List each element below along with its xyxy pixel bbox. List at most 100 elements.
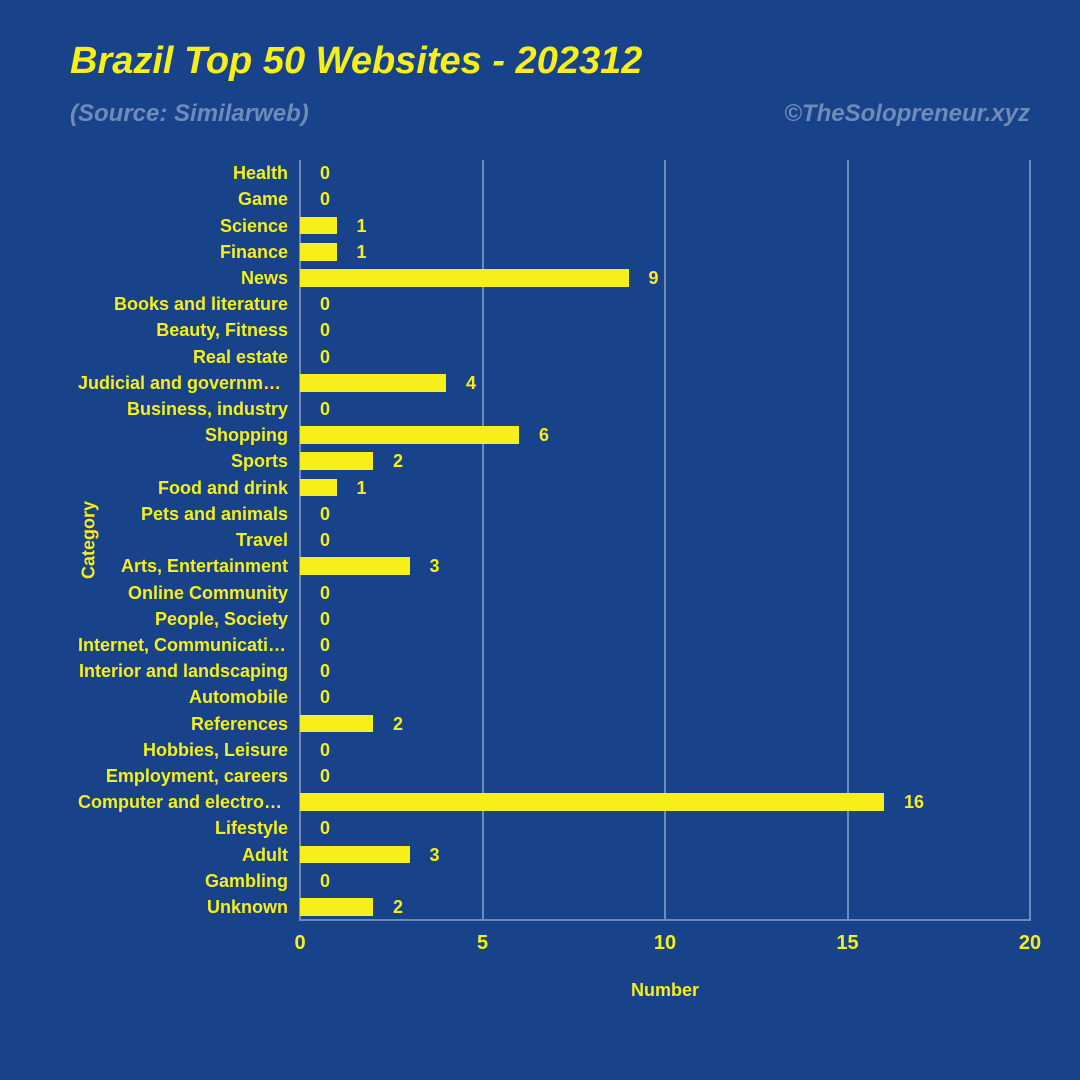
value-label: 3 (430, 845, 440, 866)
bar-row: Unknown2 (300, 894, 1030, 920)
value-label: 0 (320, 661, 330, 682)
category-label: Pets and animals (141, 504, 288, 525)
bar-row: Gambling0 (300, 868, 1030, 894)
bar (300, 898, 373, 916)
value-label: 1 (357, 216, 367, 237)
bar-row: Lifestyle0 (300, 815, 1030, 841)
bar-row: Game0 (300, 186, 1030, 212)
bar-row: Employment, careers0 (300, 763, 1030, 789)
value-label: 1 (357, 242, 367, 263)
category-label: Arts, Entertainment (121, 556, 288, 577)
category-label: Employment, careers (106, 766, 288, 787)
category-label: Online Community (128, 583, 288, 604)
category-label: Shopping (205, 425, 288, 446)
bar (300, 374, 446, 392)
category-label: Automobile (189, 687, 288, 708)
category-label: Travel (236, 530, 288, 551)
value-label: 2 (393, 714, 403, 735)
value-label: 16 (904, 792, 924, 813)
value-label: 0 (320, 399, 330, 420)
value-label: 0 (320, 871, 330, 892)
value-label: 1 (357, 478, 367, 499)
bar-row: Beauty, Fitness0 (300, 317, 1030, 343)
bar-row: Finance1 (300, 239, 1030, 265)
value-label: 0 (320, 320, 330, 341)
category-label: Hobbies, Leisure (143, 740, 288, 761)
bar (300, 243, 337, 261)
chart-subtitle: (Source: Similarweb) (70, 100, 309, 128)
category-label: Judicial and government (78, 373, 288, 394)
x-tick-label: 5 (477, 932, 488, 955)
chart-credit: ©TheSolopreneur.xyz (784, 100, 1030, 128)
bar-row: Real estate0 (300, 343, 1030, 369)
value-label: 0 (320, 635, 330, 656)
bar-row: Internet, Communication0 (300, 632, 1030, 658)
bar (300, 452, 373, 470)
value-label: 0 (320, 687, 330, 708)
x-tick-label: 20 (1019, 932, 1041, 955)
category-label: Computer and electronics (78, 792, 288, 813)
bar-row: References2 (300, 710, 1030, 736)
bar-row: Food and drink1 (300, 474, 1030, 500)
value-label: 0 (320, 163, 330, 184)
bar-row: Interior and landscaping0 (300, 658, 1030, 684)
value-label: 6 (539, 425, 549, 446)
value-label: 2 (393, 897, 403, 918)
bar (300, 217, 337, 235)
x-tick-label: 15 (836, 932, 858, 955)
value-label: 0 (320, 504, 330, 525)
value-label: 0 (320, 818, 330, 839)
bar (300, 793, 884, 811)
value-label: 3 (430, 556, 440, 577)
category-label: People, Society (155, 609, 288, 630)
category-label: Gambling (205, 871, 288, 892)
x-tick-label: 0 (294, 932, 305, 955)
bar (300, 846, 410, 864)
plot-area: Health0Game0Science1Finance1News9Books a… (300, 160, 1030, 920)
bar-row: Adult3 (300, 841, 1030, 867)
bar-row: Health0 (300, 160, 1030, 186)
bar-row: Automobile0 (300, 684, 1030, 710)
x-axis-label: Number (631, 980, 699, 1001)
category-label: Adult (242, 845, 288, 866)
bar-row: Sports2 (300, 448, 1030, 474)
category-label: References (191, 714, 288, 735)
category-label: Finance (220, 242, 288, 263)
value-label: 0 (320, 609, 330, 630)
category-label: Health (233, 163, 288, 184)
bar-row: Judicial and government4 (300, 370, 1030, 396)
bar (300, 715, 373, 733)
value-label: 0 (320, 530, 330, 551)
value-label: 0 (320, 189, 330, 210)
bar-row: Shopping6 (300, 422, 1030, 448)
category-label: Food and drink (158, 478, 288, 499)
bar-row: Computer and electronics16 (300, 789, 1030, 815)
chart-title: Brazil Top 50 Websites - 202312 (70, 40, 642, 83)
category-label: Beauty, Fitness (156, 320, 288, 341)
value-label: 0 (320, 294, 330, 315)
category-label: Science (220, 216, 288, 237)
value-label: 0 (320, 583, 330, 604)
y-axis-label: Category (79, 501, 100, 579)
bar-row: Business, industry0 (300, 396, 1030, 422)
value-label: 4 (466, 373, 476, 394)
bar-row: Books and literature0 (300, 291, 1030, 317)
chart-page: Brazil Top 50 Websites - 202312 (Source:… (0, 0, 1080, 1080)
bar-row: Travel0 (300, 527, 1030, 553)
value-label: 9 (649, 268, 659, 289)
bars-container: Health0Game0Science1Finance1News9Books a… (300, 160, 1030, 920)
value-label: 0 (320, 347, 330, 368)
value-label: 2 (393, 451, 403, 472)
bar-row: People, Society0 (300, 606, 1030, 632)
bar-row: News9 (300, 265, 1030, 291)
bar (300, 426, 519, 444)
category-label: Internet, Communication (78, 635, 288, 656)
bar-row: Arts, Entertainment3 (300, 553, 1030, 579)
value-label: 0 (320, 766, 330, 787)
x-tick-label: 10 (654, 932, 676, 955)
bar (300, 557, 410, 575)
category-label: News (241, 268, 288, 289)
bar-row: Hobbies, Leisure0 (300, 737, 1030, 763)
bar (300, 269, 629, 287)
bar (300, 479, 337, 497)
